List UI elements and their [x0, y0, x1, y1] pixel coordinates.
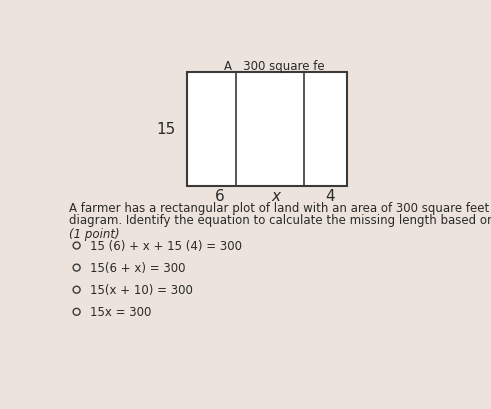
- Text: (1 point): (1 point): [69, 227, 120, 240]
- Text: A   300 square fe: A 300 square fe: [224, 60, 325, 73]
- Text: 15: 15: [157, 122, 176, 137]
- Text: 15(x + 10) = 300: 15(x + 10) = 300: [90, 283, 193, 297]
- Text: 6: 6: [215, 188, 224, 203]
- Text: diagram. Identify the equation to calculate the missing length based on the diag: diagram. Identify the equation to calcul…: [69, 213, 491, 227]
- Text: x: x: [272, 188, 281, 203]
- Text: 15x = 300: 15x = 300: [90, 306, 151, 319]
- Text: 4: 4: [325, 188, 334, 203]
- Bar: [187, 73, 347, 186]
- Text: A farmer has a rectangular plot of land with an area of 300 square feet as shown: A farmer has a rectangular plot of land …: [69, 202, 491, 215]
- Text: 15 (6) + x + 15 (4) = 300: 15 (6) + x + 15 (4) = 300: [90, 239, 242, 252]
- Text: 15(6 + x) = 300: 15(6 + x) = 300: [90, 261, 186, 274]
